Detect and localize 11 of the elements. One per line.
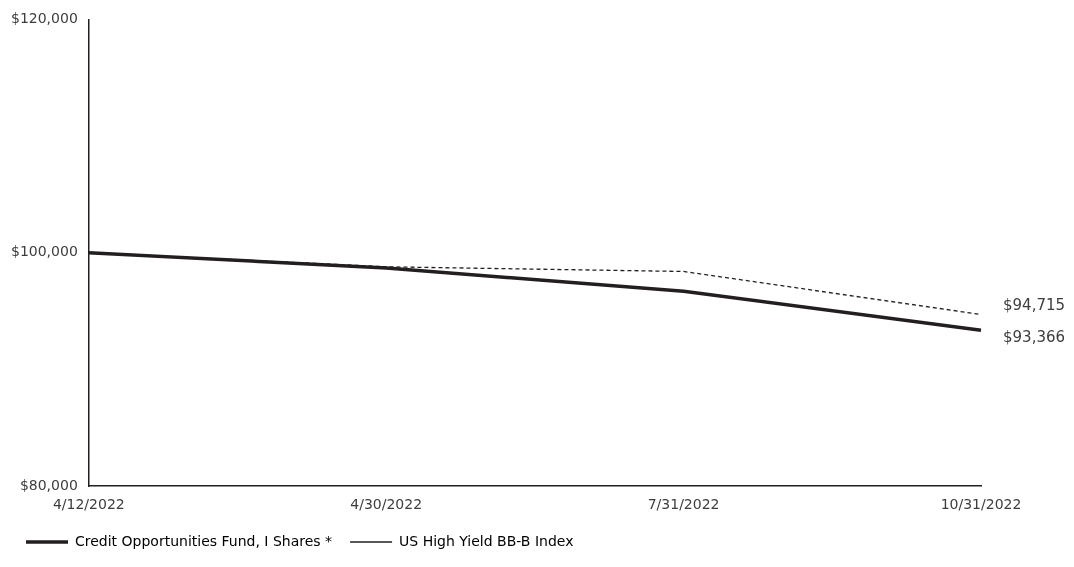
y-tick-label: $80,000 [19, 476, 78, 493]
x-tick-label: 4/30/2022 [350, 496, 423, 513]
y-tick-label: $100,000 [10, 243, 78, 260]
data-label: $93,366 [1003, 328, 1066, 347]
legend-label: Credit Opportunities Fund, I Shares * [75, 532, 333, 549]
x-tick-label: 7/31/2022 [647, 496, 720, 513]
data-label: $94,715 [1003, 296, 1066, 315]
x-tick-label: 4/12/2022 [52, 496, 125, 513]
legend-label: US High Yield BB-B Index [399, 532, 574, 549]
x-tick-label: 10/31/2022 [940, 496, 1022, 513]
y-tick-label: $120,000 [10, 10, 78, 27]
